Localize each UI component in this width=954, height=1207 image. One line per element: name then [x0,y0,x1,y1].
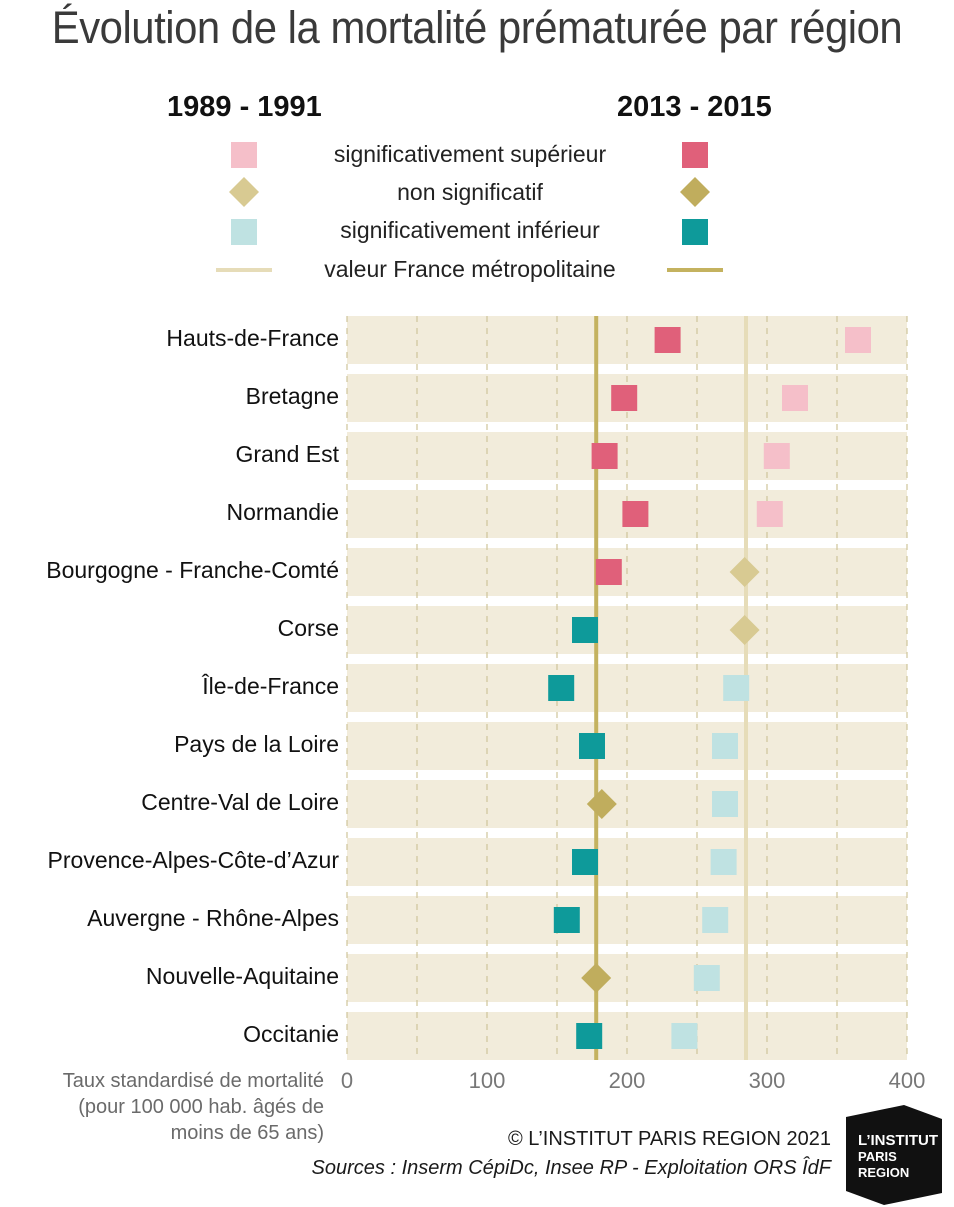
point-1989-8 [712,733,738,759]
point-2013-4 [622,501,649,527]
point-2013-1 [654,327,681,353]
region-label: Bretagne [245,383,339,409]
region-label: Normandie [226,499,340,525]
logo-text: L’INSTITUT PARIS REGION [858,1133,938,1181]
logo-line-1: L’INSTITUT [858,1132,938,1149]
point-2013-13 [576,1023,603,1049]
point-2013-12 [581,963,612,993]
legend-swatch-ns-1989 [229,177,259,207]
legend-swatch-sup-1989 [231,142,257,168]
legend-period-1: 1989 - 1991 [167,91,322,123]
legend-swatch-sup-2013 [682,142,708,168]
point-1989-12 [693,965,720,991]
point-2013-2 [611,385,638,411]
point-1989-3 [763,443,790,469]
point-1989-5 [729,557,760,587]
region-label: Centre-Val de Loire [141,789,339,815]
legend-period-2: 2013 - 2015 [617,91,772,123]
point-2013-9 [586,789,617,819]
data-marks [548,327,871,1049]
point-1989-10 [710,849,737,875]
point-2013-10 [572,849,598,875]
region-label: Corse [277,615,339,641]
legend-label-non-significatif: non significatif [397,179,543,205]
point-1989-13 [671,1023,698,1049]
legend-swatch-ns-2013 [680,177,710,207]
legend-swatches [216,142,723,272]
region-label: Auvergne - Rhône-Alpes [87,905,339,931]
legend-swatch-inf-1989 [231,219,257,245]
point-1989-9 [712,791,738,817]
sources-text: Sources : Inserm CépiDc, Insee RP - Expl… [311,1157,831,1179]
region-label: Bourgogne - Franche-Comté [46,557,339,583]
point-1989-2 [782,385,808,411]
point-2013-5 [595,559,622,585]
x-tick-label: 200 [608,1068,646,1093]
chart-title: Évolution de la mortalité prématurée par… [51,2,903,53]
institut-logo [846,1105,942,1205]
region-label: Occitanie [243,1021,339,1047]
x-axis-title-line: Taux standardisé de mortalité (pour 100 … [62,1070,324,1144]
x-tick-label: 400 [888,1068,926,1093]
region-label: Nouvelle-Aquitaine [145,963,339,989]
region-label: Hauts-de-France [166,325,339,351]
point-2013-7 [548,675,575,701]
point-2013-6 [572,617,598,643]
point-1989-11 [702,907,729,933]
x-tick-label: 100 [468,1068,506,1093]
point-2013-8 [579,733,605,759]
legend-label-superieur: significativement supérieur [333,141,607,167]
logo-line-2: PARIS [858,1149,897,1164]
region-label: Pays de la Loire [174,731,339,757]
point-1989-7 [723,675,750,701]
legend-label-inferieur: significativement inférieur [340,217,600,243]
point-1989-6 [729,615,760,645]
point-2013-3 [591,443,618,469]
point-2013-11 [553,907,580,933]
point-1989-4 [756,501,783,527]
credit-text: © L’INSTITUT PARIS REGION 2021 [508,1128,831,1150]
legend-label-france: valeur France métropolitaine [324,256,616,282]
region-label: Île-de-France [202,673,339,699]
x-tick-label: 300 [748,1068,786,1093]
logo-line-3: REGION [858,1165,910,1180]
x-tick-label: 0 [340,1068,354,1093]
region-label: Provence-Alpes-Côte-d’Azur [47,847,339,873]
point-1989-1 [845,327,871,353]
x-axis-title: Taux standardisé de mortalité (pour 100 … [24,1068,324,1146]
region-label: Grand Est [235,441,339,467]
legend-swatch-inf-2013 [682,219,708,245]
